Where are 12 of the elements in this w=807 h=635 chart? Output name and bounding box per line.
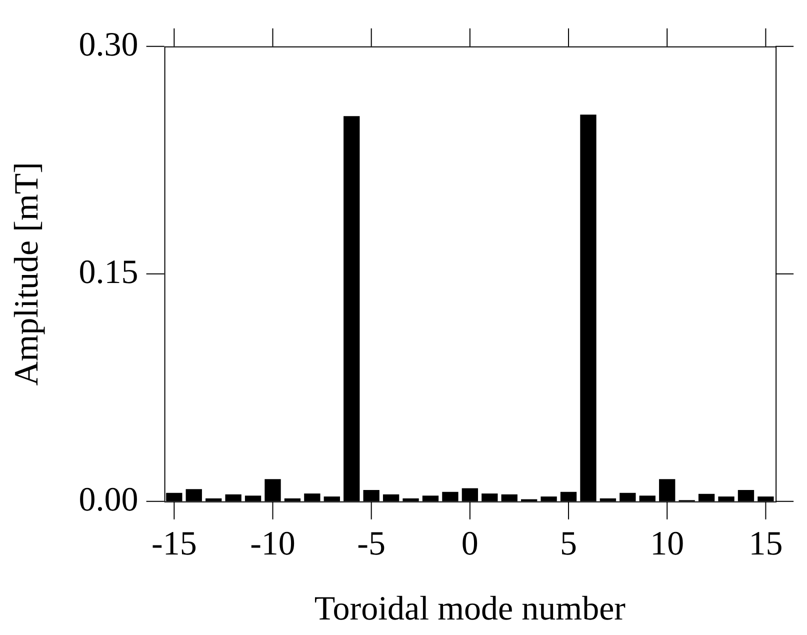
x-tick-label: -10 bbox=[250, 526, 296, 563]
x-axis-title: Toroidal mode number bbox=[314, 590, 626, 628]
x-tick-label: 5 bbox=[560, 526, 578, 563]
x-tick-label: 15 bbox=[748, 526, 783, 563]
x-tick-label: 0 bbox=[461, 526, 478, 563]
y-tick-label: 0.00 bbox=[78, 481, 138, 518]
x-tick-label: -5 bbox=[357, 526, 386, 563]
y-axis-title: Amplitude [mT] bbox=[8, 162, 46, 386]
y-tick-label: 0.15 bbox=[78, 254, 138, 291]
y-tick-label: 0.30 bbox=[78, 26, 138, 64]
x-tick-label: 10 bbox=[650, 526, 684, 563]
x-tick-label: -15 bbox=[151, 526, 197, 563]
